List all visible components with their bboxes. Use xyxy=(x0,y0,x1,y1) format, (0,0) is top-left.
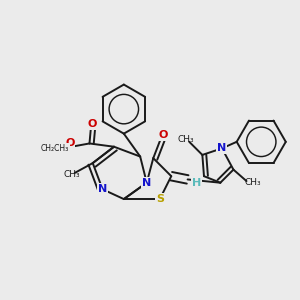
Text: CH₃: CH₃ xyxy=(63,170,80,179)
Text: S: S xyxy=(156,194,164,204)
Text: O: O xyxy=(87,119,97,129)
Text: H: H xyxy=(192,178,201,188)
Text: CH₃: CH₃ xyxy=(245,178,261,187)
Text: N: N xyxy=(218,143,226,153)
Text: O: O xyxy=(65,139,74,148)
Text: CH₂CH₃: CH₂CH₃ xyxy=(41,144,69,153)
Text: ethyl: ethyl xyxy=(45,144,62,150)
Text: CH₃: CH₃ xyxy=(178,135,194,144)
Text: N: N xyxy=(142,178,152,188)
Text: O: O xyxy=(158,130,168,140)
Text: N: N xyxy=(98,184,107,194)
